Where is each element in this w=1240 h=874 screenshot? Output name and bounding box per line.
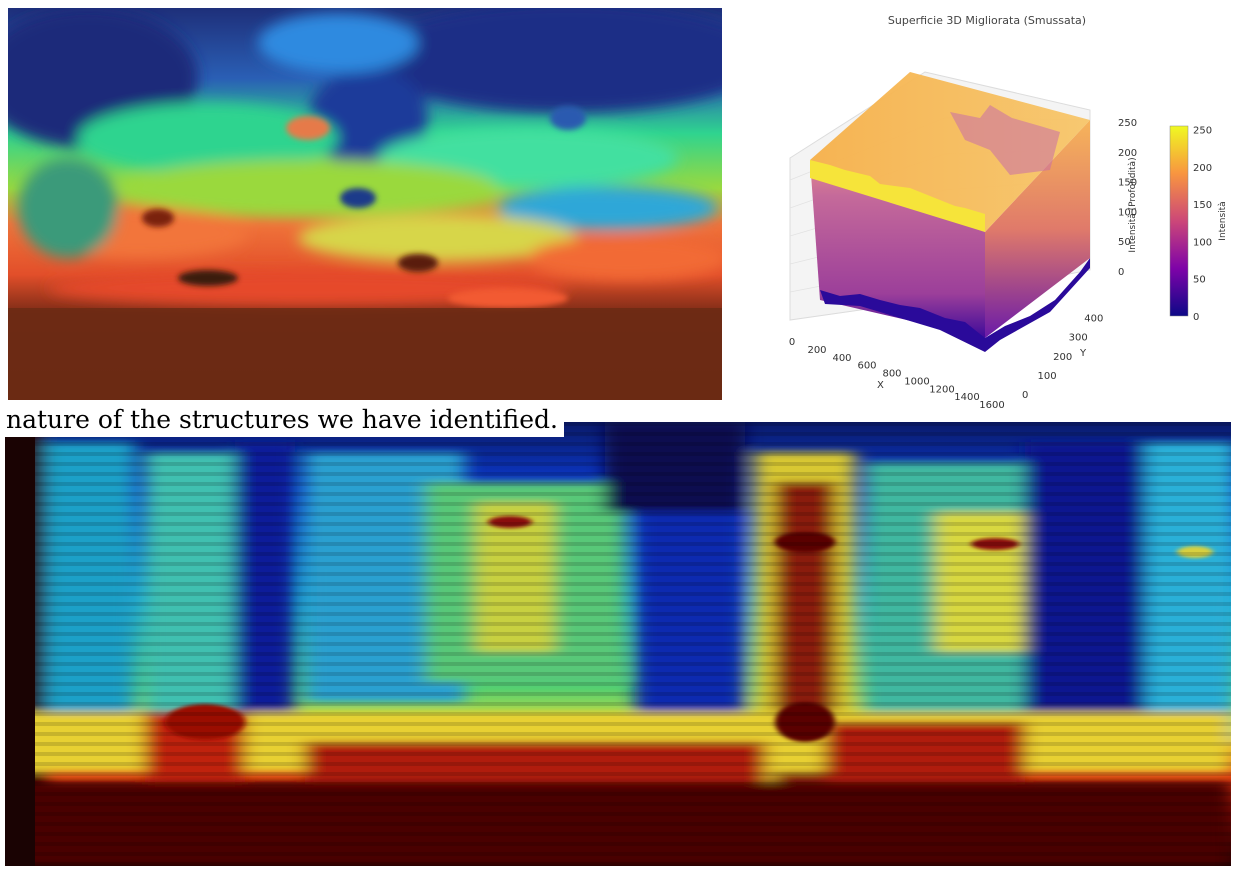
photo-color-blobs (8, 8, 722, 306)
surface-back-dip (950, 105, 1060, 175)
jet-heatmap-image (5, 422, 1231, 866)
z-tick-label: 100 (1118, 207, 1137, 218)
false-color-scan-image (8, 8, 722, 400)
x-tick-label: 1200 (929, 384, 954, 395)
x-tick-label: 400 (832, 353, 851, 364)
x-tick-label: 1600 (979, 400, 1004, 410)
x-axis-label: X (877, 380, 884, 391)
colorbar-tick-label: 250 (1193, 126, 1212, 137)
surface-right-wall (985, 120, 1090, 338)
surface-top-face (810, 72, 1090, 232)
colorbar-tick-label: 100 (1193, 237, 1212, 248)
colorbar-tick-label: 0 (1193, 312, 1199, 323)
z-axis-label: Intensità (Profondità) (1128, 157, 1138, 252)
y-tick-label: 400 (1084, 314, 1103, 325)
jet-heatmap-graphic (5, 422, 1231, 866)
surface-front-wall (810, 160, 985, 338)
y-tick-label: 200 (1053, 352, 1072, 363)
x-tick-label: 1000 (904, 376, 929, 387)
z-tick-label: 50 (1118, 237, 1131, 248)
z-tick-label: 0 (1118, 267, 1124, 278)
colorbar (1169, 125, 1189, 317)
z-tick-label: 250 (1118, 118, 1137, 129)
x-tick-label: 0 (789, 337, 795, 348)
y-tick-label: 0 (1022, 390, 1028, 401)
false-color-scan-graphic (8, 8, 722, 400)
colorbar-label: Intensità (1218, 201, 1228, 240)
caption-text: nature of the structures we have identif… (4, 403, 564, 437)
x-tick-label: 1400 (954, 392, 979, 403)
photo-detail-marks (142, 106, 586, 308)
z-tick-label: 200 (1118, 148, 1137, 159)
x-tick-label: 800 (882, 369, 901, 380)
y-tick-label: 300 (1069, 333, 1088, 344)
surface-3d-chart-svg: Superficie 3D Migliorata (Smussata) 0 200… (789, 14, 1228, 410)
surface-3d-chart: Superficie 3D Migliorata (Smussata) 0 200… (750, 0, 1240, 410)
colorbar-tick-label: 200 (1193, 163, 1212, 174)
x-tick-label: 600 (857, 361, 876, 372)
z-tick-label: 150 (1118, 178, 1137, 189)
colorbar-tick-label: 50 (1193, 275, 1206, 286)
y-tick-label: 100 (1038, 371, 1057, 382)
surface-base-edge (820, 258, 1090, 352)
colorbar-tick-label: 150 (1193, 200, 1212, 211)
surface-yellow-ridge (810, 160, 985, 232)
x-tick-label: 200 (807, 345, 826, 356)
chart-title: Superficie 3D Migliorata (Smussata) (888, 14, 1086, 27)
y-axis-label: Y (1079, 348, 1087, 359)
